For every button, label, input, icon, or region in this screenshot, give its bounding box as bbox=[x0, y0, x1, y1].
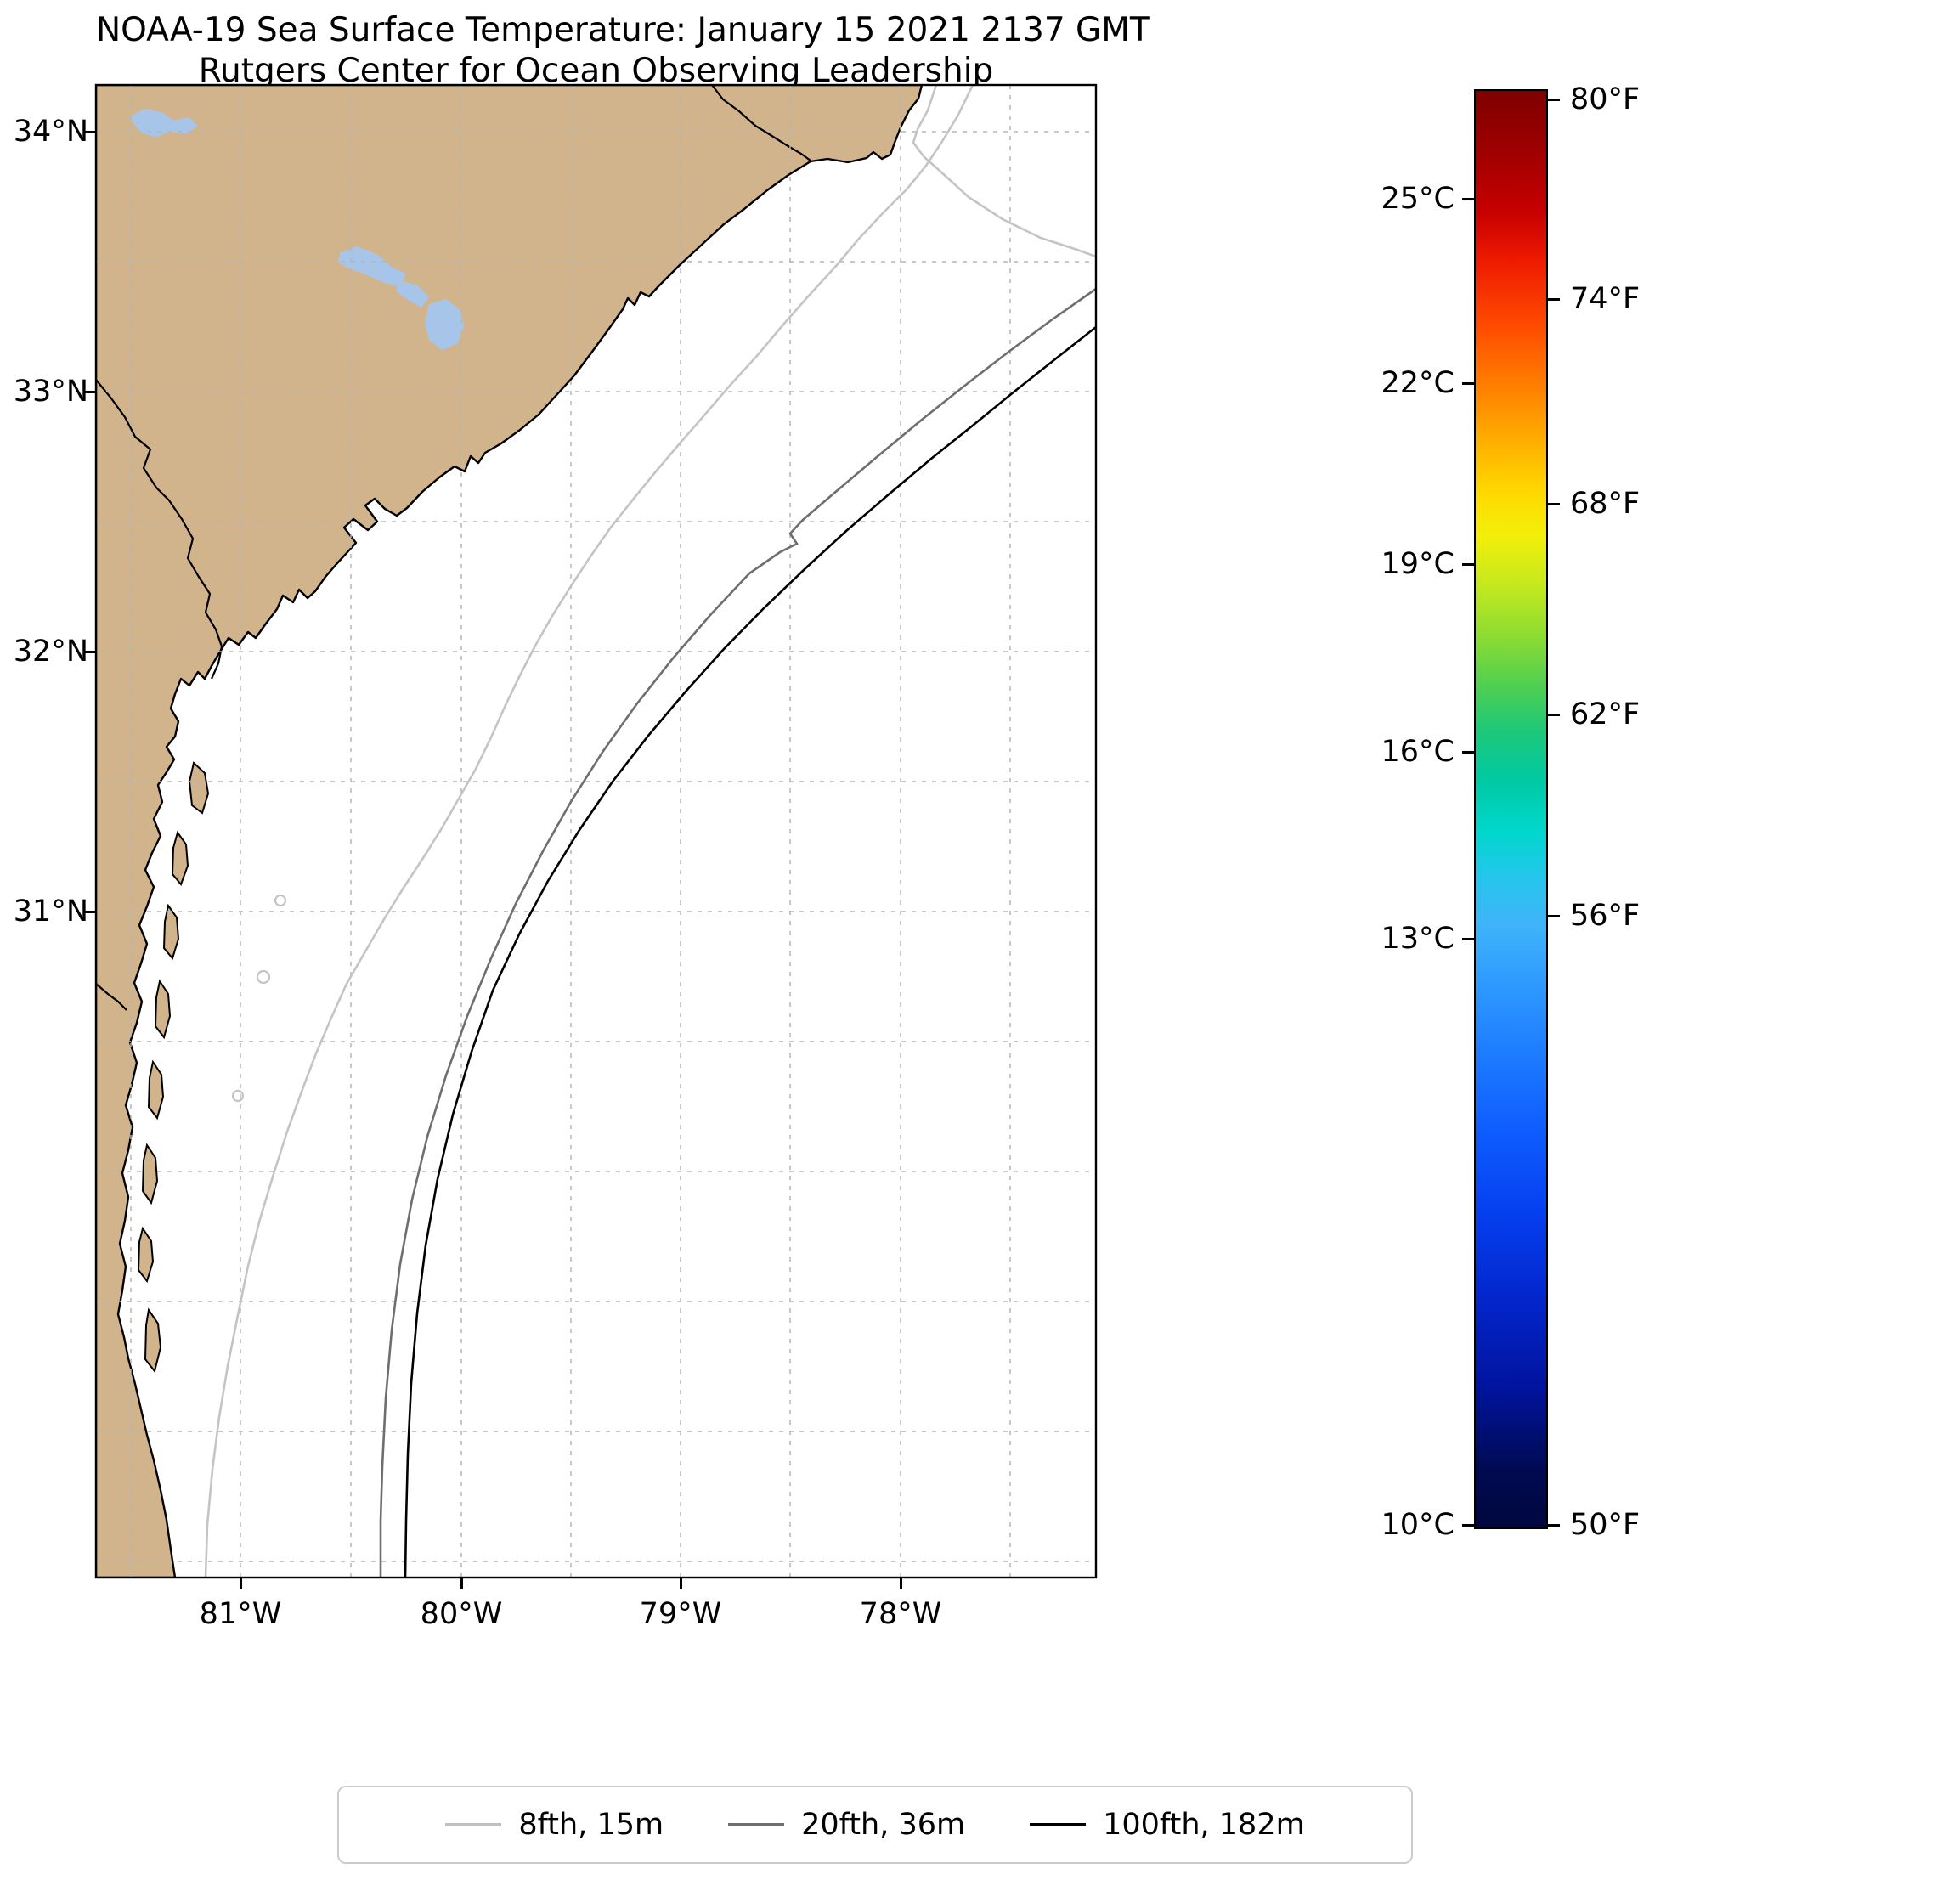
colorbar-label-celsius: 10°C bbox=[1381, 1508, 1454, 1542]
x-tick-mark bbox=[240, 1578, 242, 1589]
barrier-islands bbox=[137, 761, 210, 1374]
legend-line-sample-100fth bbox=[1030, 1823, 1087, 1826]
y-tick-mark bbox=[84, 911, 96, 913]
x-tick-label: 81°W bbox=[199, 1597, 282, 1631]
colorbar-tick-celsius bbox=[1462, 198, 1474, 200]
title-block: NOAA-19 Sea Surface Temperature: January… bbox=[96, 10, 1150, 92]
shoal-loops bbox=[231, 894, 287, 1103]
contour-100fth bbox=[404, 325, 1096, 1578]
legend-label: 100fth, 182m bbox=[1103, 1808, 1305, 1842]
legend-item-20fth: 20fth, 36m bbox=[728, 1808, 965, 1842]
colorbar-label-fahrenheit: 74°F bbox=[1570, 282, 1641, 316]
y-tick-mark bbox=[84, 651, 96, 653]
colorbar-tick-celsius bbox=[1462, 382, 1474, 385]
colorbar-tick-fahrenheit bbox=[1548, 1524, 1560, 1527]
y-tick-label: 33°N bbox=[13, 375, 88, 409]
colorbar-tick-celsius bbox=[1462, 751, 1474, 754]
legend-line-sample-8fth bbox=[445, 1823, 502, 1826]
river-line bbox=[711, 85, 811, 161]
contour-8fth-branch bbox=[912, 85, 1096, 258]
colorbar-tick-celsius bbox=[1462, 1524, 1474, 1527]
legend-item-100fth: 100fth, 182m bbox=[1030, 1808, 1305, 1842]
y-tick-mark bbox=[84, 391, 96, 393]
y-tick-label: 34°N bbox=[13, 115, 88, 149]
river-line bbox=[96, 379, 223, 680]
colorbar-label-celsius: 13°C bbox=[1381, 922, 1454, 956]
colorbar-label-fahrenheit: 62°F bbox=[1570, 697, 1641, 731]
colorbar-gradient bbox=[1474, 89, 1548, 1529]
x-tick-mark bbox=[680, 1578, 682, 1589]
x-tick-label: 79°W bbox=[639, 1597, 722, 1631]
colorbar-tick-celsius bbox=[1462, 563, 1474, 566]
y-tick-mark bbox=[84, 131, 96, 133]
river-line bbox=[96, 983, 127, 1011]
x-tick-label: 78°W bbox=[859, 1597, 942, 1631]
x-tick-mark bbox=[460, 1578, 463, 1589]
chart-title: NOAA-19 Sea Surface Temperature: January… bbox=[96, 11, 1150, 49]
colorbar-tick-fahrenheit bbox=[1548, 298, 1560, 301]
colorbar-label-celsius: 25°C bbox=[1381, 182, 1454, 216]
colorbar-label-fahrenheit: 80°F bbox=[1570, 82, 1641, 116]
chart-subtitle: Rutgers Center for Ocean Observing Leade… bbox=[198, 52, 994, 90]
legend-label: 20fth, 36m bbox=[801, 1808, 966, 1842]
x-tick-mark bbox=[900, 1578, 902, 1589]
colorbar-tick-fahrenheit bbox=[1548, 915, 1560, 917]
colorbar-tick-fahrenheit bbox=[1548, 714, 1560, 716]
lakes bbox=[129, 109, 464, 350]
legend: 8fth, 15m 20fth, 36m 100fth, 182m bbox=[337, 1786, 1413, 1864]
x-tick-label: 80°W bbox=[420, 1597, 503, 1631]
colorbar-label-celsius: 22°C bbox=[1381, 366, 1454, 400]
colorbar-label-celsius: 19°C bbox=[1381, 547, 1454, 581]
colorbar-label-fahrenheit: 50°F bbox=[1570, 1508, 1641, 1542]
y-tick-label: 32°N bbox=[13, 635, 88, 669]
legend-label: 8fth, 15m bbox=[518, 1808, 664, 1842]
grid-lines bbox=[96, 85, 1096, 1578]
colorbar-label-celsius: 16°C bbox=[1381, 735, 1454, 769]
map-frame bbox=[94, 83, 1098, 1579]
colorbar-tick-fahrenheit bbox=[1548, 503, 1560, 505]
colorbar-tick-celsius bbox=[1462, 938, 1474, 940]
contour-8fth bbox=[204, 85, 974, 1578]
colorbar-label-fahrenheit: 68°F bbox=[1570, 487, 1641, 521]
colorbar-label-fahrenheit: 56°F bbox=[1570, 899, 1641, 933]
legend-item-8fth: 8fth, 15m bbox=[445, 1808, 664, 1842]
land bbox=[96, 85, 924, 1578]
legend-line-sample-20fth bbox=[728, 1823, 785, 1826]
y-tick-label: 31°N bbox=[13, 895, 88, 929]
colorbar-tick-fahrenheit bbox=[1548, 99, 1560, 101]
contour-20fth bbox=[379, 287, 1096, 1578]
